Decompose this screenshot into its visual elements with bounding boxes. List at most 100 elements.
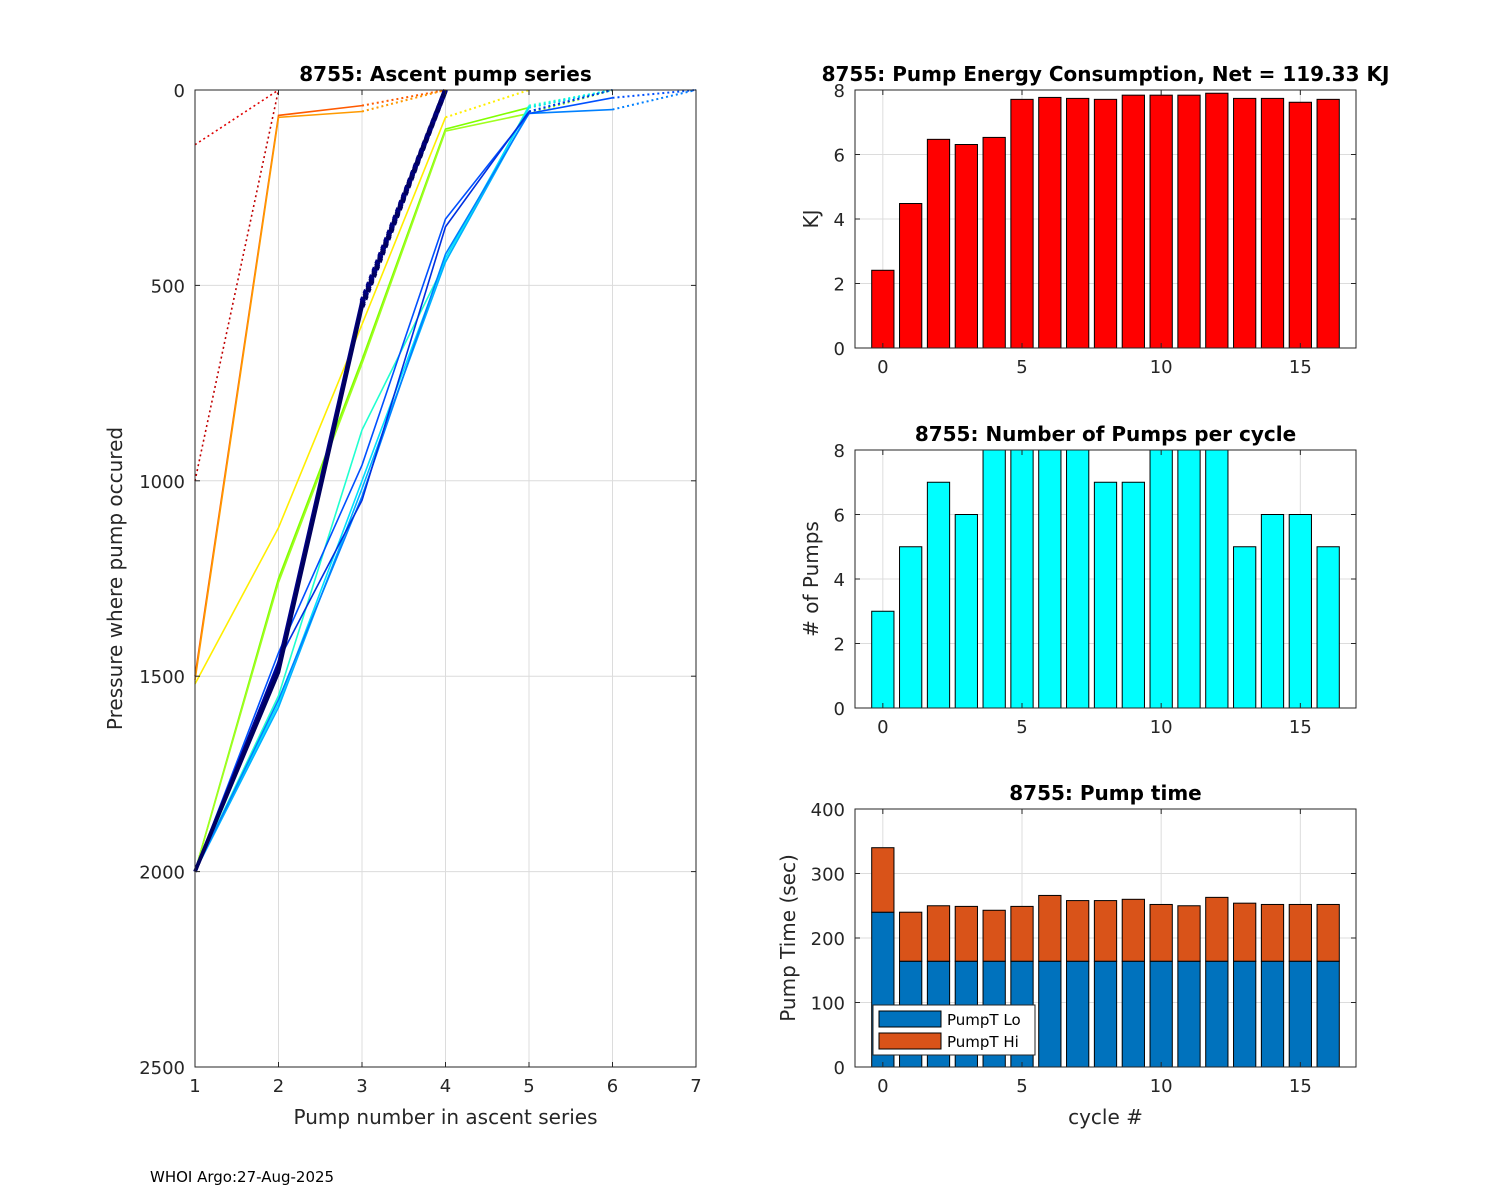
bar-pumpt-lo bbox=[1233, 960, 1257, 1068]
legend-label-lo: PumpT Lo bbox=[947, 1011, 1021, 1029]
bar-pumpt-hi bbox=[982, 909, 1006, 962]
ascent-surface-cycle-16 bbox=[359, 89, 448, 308]
ascent-series-group bbox=[193, 89, 697, 873]
y-tick-label: 100 bbox=[811, 994, 845, 1015]
x-tick-label: 10 bbox=[1150, 357, 1173, 378]
x-tick-label: 4 bbox=[440, 1076, 451, 1097]
bar bbox=[1233, 546, 1257, 709]
pumps-bars bbox=[871, 449, 1340, 709]
pumptime-ticks: 0 5 10 15 0 100 200 300 400 bbox=[811, 800, 1356, 1097]
bar-pumpt-lo bbox=[1205, 960, 1229, 1068]
bar bbox=[926, 481, 951, 709]
bar bbox=[871, 610, 895, 709]
ascent-surface-cycle-9 bbox=[612, 89, 697, 111]
energy-bars bbox=[871, 92, 1340, 349]
ascent-surface-cycle-10 bbox=[612, 89, 697, 99]
bar bbox=[1233, 97, 1257, 349]
ascent-series-cycle-8 bbox=[194, 111, 530, 872]
bar-pumpt-lo bbox=[1038, 960, 1062, 1068]
ascent-surface-cycle-14 bbox=[359, 89, 448, 304]
x-tick-label: 6 bbox=[607, 1076, 618, 1097]
ascent-series-cycle-6 bbox=[194, 105, 530, 872]
ascent-ticks: 1 2 3 4 5 6 7 0 500 1000 1500 2000 2500 bbox=[139, 81, 702, 1097]
bar bbox=[899, 546, 923, 709]
bar-pumpt-lo bbox=[1149, 960, 1173, 1068]
x-tick-label: 7 bbox=[690, 1076, 701, 1097]
pumps-ylabel: # of Pumps bbox=[799, 521, 823, 637]
bar-pumpt-hi bbox=[1233, 902, 1257, 962]
bar bbox=[1149, 449, 1173, 709]
ascent-series-cycle-16 bbox=[193, 306, 364, 873]
energy-title: 8755: Pump Energy Consumption, Net = 119… bbox=[822, 62, 1390, 86]
y-tick-label: 2500 bbox=[139, 1058, 185, 1079]
y-tick-label: 2 bbox=[834, 275, 845, 296]
x-tick-label: 5 bbox=[1016, 717, 1027, 738]
ascent-series-cycle-10 bbox=[194, 97, 613, 872]
x-tick-label: 5 bbox=[1016, 1076, 1027, 1097]
bar bbox=[1121, 94, 1145, 349]
ascent-surface-cycle-3 bbox=[445, 89, 530, 119]
ascent-series-cycle-5 bbox=[194, 112, 530, 872]
bar bbox=[1177, 94, 1201, 349]
bar-pumpt-hi bbox=[926, 905, 951, 962]
y-tick-label: 500 bbox=[151, 276, 185, 297]
x-tick-label: 5 bbox=[523, 1076, 534, 1097]
x-tick-label: 10 bbox=[1150, 1076, 1173, 1097]
bar bbox=[1093, 98, 1118, 349]
bar-pumpt-hi bbox=[1177, 905, 1201, 962]
bar bbox=[1316, 546, 1340, 709]
bar bbox=[1316, 98, 1340, 349]
y-tick-label: 300 bbox=[811, 865, 845, 886]
y-tick-label: 200 bbox=[811, 929, 845, 950]
bar bbox=[982, 136, 1006, 349]
ascent-series-cycle-2 bbox=[194, 110, 363, 681]
footer-stamp: WHOI Argo:27-Aug-2025 bbox=[150, 1168, 334, 1186]
bar bbox=[1288, 101, 1312, 349]
bar-pumpt-hi bbox=[1066, 900, 1090, 962]
ascent-xlabel: Pump number in ascent series bbox=[293, 1105, 597, 1129]
pumptime-title: 8755: Pump time bbox=[1009, 781, 1201, 805]
bar bbox=[1066, 449, 1090, 709]
ascent-surface-cycle-11 bbox=[528, 89, 613, 113]
y-tick-label: 1500 bbox=[139, 667, 185, 688]
bar-pumpt-lo bbox=[1177, 960, 1201, 1068]
energy-ticks: 0 5 10 15 0 2 4 6 8 bbox=[834, 81, 1356, 378]
x-tick-label: 15 bbox=[1289, 1076, 1312, 1097]
y-tick-label: 0 bbox=[834, 339, 845, 360]
bar-pumpt-hi bbox=[954, 905, 978, 962]
bar-pumpt-lo bbox=[1288, 960, 1312, 1068]
x-tick-label: 3 bbox=[356, 1076, 367, 1097]
bar bbox=[899, 203, 923, 349]
x-tick-label: 5 bbox=[1016, 357, 1027, 378]
pumptime-axes: 0 5 10 15 0 100 200 300 400 8755: Pump time cycl… bbox=[776, 781, 1357, 1129]
bar bbox=[1121, 481, 1145, 709]
y-tick-label: 6 bbox=[834, 146, 845, 167]
pumps-ticks: 0 5 10 15 0 2 4 6 8 bbox=[834, 441, 1356, 738]
x-tick-label: 2 bbox=[273, 1076, 284, 1097]
legend-swatch-lo bbox=[878, 1010, 942, 1028]
y-tick-label: 0 bbox=[834, 1058, 845, 1079]
bar bbox=[1288, 514, 1312, 709]
y-tick-label: 2000 bbox=[139, 863, 185, 884]
ascent-pump-axes: 1 2 3 4 5 6 7 0 500 1000 1500 2000 2500 8755: Ascent… bbox=[103, 62, 702, 1129]
ascent-grid bbox=[194, 89, 697, 1068]
bar bbox=[1260, 97, 1285, 349]
bar bbox=[1177, 449, 1201, 709]
bar bbox=[1205, 449, 1229, 709]
y-tick-label: 4 bbox=[834, 570, 845, 591]
ascent-series-cycle-3 bbox=[194, 117, 447, 685]
bar-pumpt-lo bbox=[1121, 960, 1145, 1068]
legend-label-hi: PumpT Hi bbox=[947, 1033, 1019, 1051]
pumptime-ylabel: Pump Time (sec) bbox=[776, 854, 800, 1022]
y-tick-label: 8 bbox=[834, 441, 845, 462]
x-tick-label: 0 bbox=[877, 1076, 888, 1097]
ascent-surface-cycle-7 bbox=[528, 89, 613, 109]
legend-swatch-hi bbox=[878, 1032, 942, 1050]
bar-pumpt-hi bbox=[1288, 903, 1312, 962]
pumps-axes: 0 5 10 15 0 2 4 6 8 8755: Number of Pumps per cy… bbox=[799, 422, 1357, 738]
energy-ylabel: KJ bbox=[799, 209, 823, 228]
bar bbox=[1260, 514, 1285, 709]
pumptime-legend: PumpT Lo PumpT Hi bbox=[872, 1004, 1036, 1056]
y-tick-label: 2 bbox=[834, 635, 845, 656]
bar-pumpt-hi bbox=[1038, 894, 1062, 962]
